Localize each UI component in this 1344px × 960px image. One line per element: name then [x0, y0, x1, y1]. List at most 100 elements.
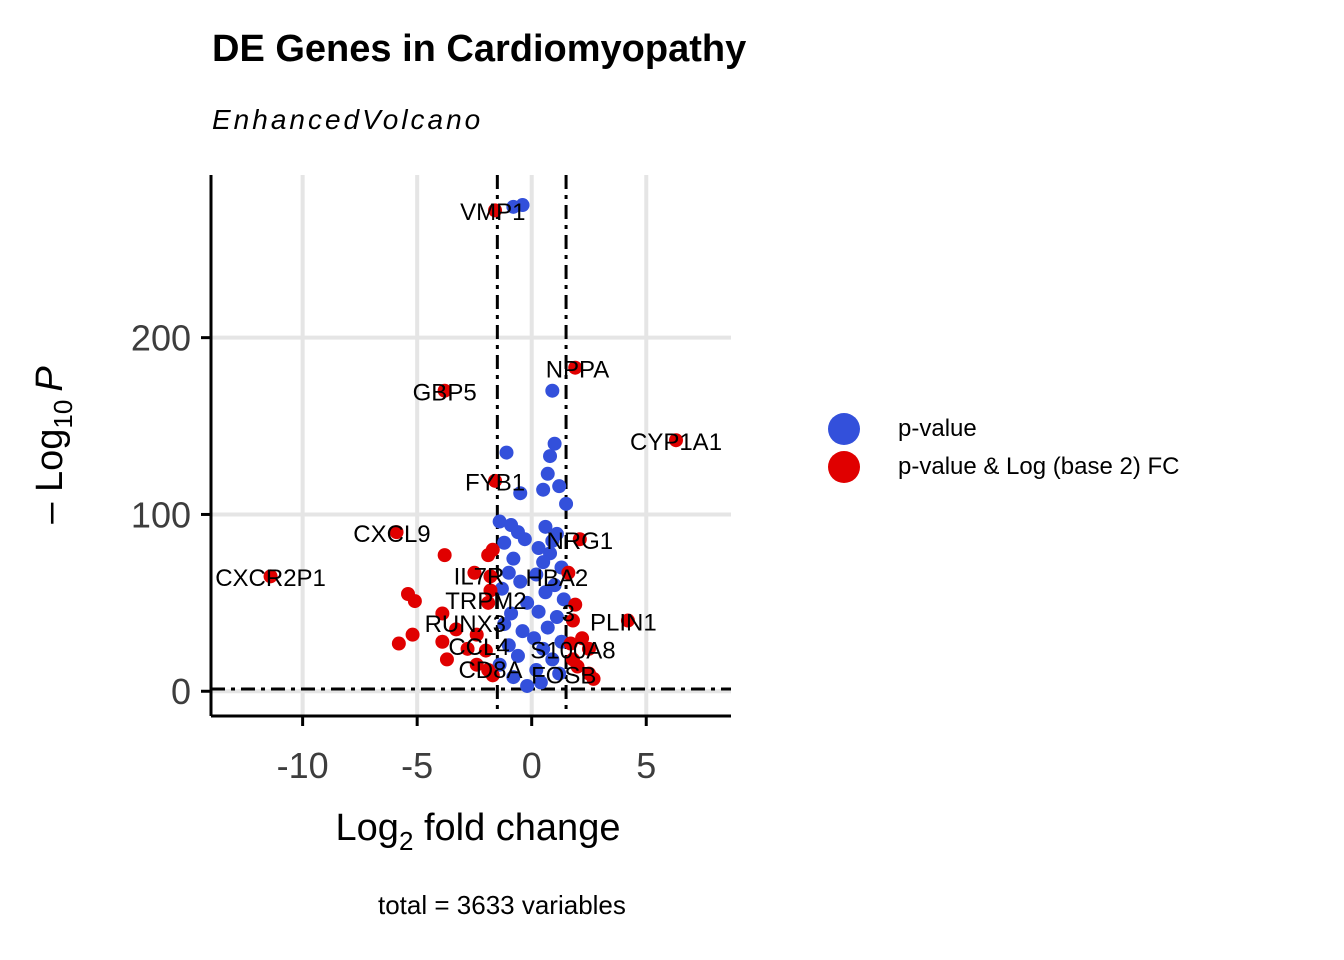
point-pvalue — [529, 663, 544, 678]
point-pvalue-fc — [405, 627, 420, 642]
point-pvalue-fc — [565, 613, 580, 628]
cutoff-lines — [211, 175, 731, 716]
point-pvalue-fc — [437, 383, 452, 398]
point-pvalue-fc — [435, 634, 450, 649]
point-pvalue — [494, 581, 509, 596]
point-pvalue — [540, 466, 555, 481]
gene-labels: VMP1 NPPA GBP5 CYP1A1 FYB1 CXCL9 NRG1 CXCR2P1 IL… — [215, 199, 722, 689]
legend: p-value p-value & Log (base 2) FC — [828, 410, 1179, 486]
point-pvalue-fc — [669, 433, 684, 448]
point-pvalue-fc — [568, 360, 583, 375]
point-pvalue-fc — [483, 583, 498, 598]
point-pvalue-fc — [565, 652, 580, 667]
point-pvalue — [520, 595, 535, 610]
gene-label: CYP1A1 — [630, 429, 722, 456]
point-pvalue-fc — [563, 636, 578, 651]
point-pvalue — [497, 617, 512, 632]
gene-label: CD8A — [458, 657, 522, 684]
point-pvalue — [533, 675, 548, 690]
point-pvalue-fc — [575, 631, 590, 646]
y-tick-label: 100 — [131, 494, 191, 535]
point-pvalue — [547, 436, 562, 451]
x-tick-label: 0 — [522, 745, 542, 786]
legend-label-pvalue: p-value — [898, 415, 977, 442]
point-pvalue — [531, 541, 546, 556]
point-pvalue — [559, 496, 574, 511]
x-tick-label: 5 — [636, 745, 656, 786]
gene-label: VMP1 — [460, 199, 525, 226]
point-pvalue — [549, 609, 564, 624]
grid-layer — [211, 175, 731, 716]
point-pvalue — [526, 631, 541, 646]
gene-label: CCL4 — [448, 634, 509, 661]
gene-label: CXCL9 — [353, 521, 430, 548]
point-pvalue — [538, 519, 553, 534]
point-pvalue-fc — [561, 565, 576, 580]
legend-item-pvalue-fc: p-value & Log (base 2) FC — [828, 448, 1179, 486]
legend-dot-pvalue — [828, 413, 860, 445]
gene-label: GBP5 — [413, 379, 477, 406]
point-pvalue-fc — [263, 569, 278, 584]
point-pvalue — [499, 445, 514, 460]
gene-label: FYB1 — [465, 470, 525, 497]
point-pvalue-fc — [485, 542, 500, 557]
point-pvalue-fc — [481, 595, 496, 610]
legend-item-pvalue: p-value — [828, 410, 1179, 448]
point-pvalue — [506, 670, 521, 685]
point-pvalue — [545, 383, 560, 398]
point-pvalue — [556, 592, 571, 607]
point-pvalue-fc — [572, 532, 587, 547]
legend-label-pvalue-fc: p-value & Log (base 2) FC — [898, 453, 1180, 480]
point-pvalue — [506, 199, 521, 214]
point-pvalue — [513, 574, 528, 589]
gene-label: TRPM2 — [445, 588, 526, 615]
x-tick-label: -5 — [401, 745, 433, 786]
point-pvalue-fc — [449, 622, 464, 637]
gene-label: 3 — [562, 600, 575, 627]
point-pvalue — [529, 567, 544, 582]
point-pvalue-fc — [439, 652, 454, 667]
point-pvalue — [540, 620, 555, 635]
point-pvalue — [552, 666, 567, 681]
x-tick-label: -10 — [277, 745, 329, 786]
point-pvalue — [492, 657, 507, 672]
y-axis-label: – Log10P — [29, 366, 78, 524]
point-pvalue — [504, 606, 519, 621]
point-pvalue-fc — [389, 525, 404, 540]
point-pvalue-fc — [478, 643, 493, 658]
point-pvalue-fc — [391, 636, 406, 651]
point-pvalue — [501, 638, 516, 653]
gene-label: HBA2 — [526, 565, 589, 592]
point-pvalue — [497, 535, 512, 550]
point-pvalue — [531, 604, 546, 619]
point-pvalue — [515, 624, 530, 639]
point-pvalue — [536, 641, 551, 656]
point-pvalue — [536, 482, 551, 497]
point-pvalue — [492, 514, 507, 529]
point-pvalue-fc — [581, 641, 596, 656]
x-axis-label: Log2 fold change — [336, 807, 621, 856]
point-pvalue-fc — [437, 548, 452, 563]
point-pvalue-fc — [568, 597, 583, 612]
y-tick-label: 0 — [171, 671, 191, 712]
point-pvalue-fc — [407, 594, 422, 609]
point-pvalue-fc — [483, 569, 498, 584]
point-pvalue-fc — [586, 671, 601, 686]
gene-label: NRG1 — [546, 528, 613, 555]
y-tick-label: 200 — [131, 318, 191, 359]
chart-caption: total = 3633 variables — [378, 890, 626, 920]
point-pvalue — [517, 532, 532, 547]
gene-label: RUNX3 — [425, 611, 506, 638]
point-pvalue-fc — [620, 613, 635, 628]
point-pvalue — [538, 585, 553, 600]
point-pvalue — [510, 648, 525, 663]
legend-dot-pvalue-fc — [828, 451, 860, 483]
point-pvalue — [545, 533, 560, 548]
point-pvalue — [552, 479, 567, 494]
point-pvalue — [506, 551, 521, 566]
point-pvalue — [536, 555, 551, 570]
point-pvalue — [545, 652, 560, 667]
point-pvalue-fc — [467, 565, 482, 580]
gene-label: FOSB — [531, 662, 596, 689]
